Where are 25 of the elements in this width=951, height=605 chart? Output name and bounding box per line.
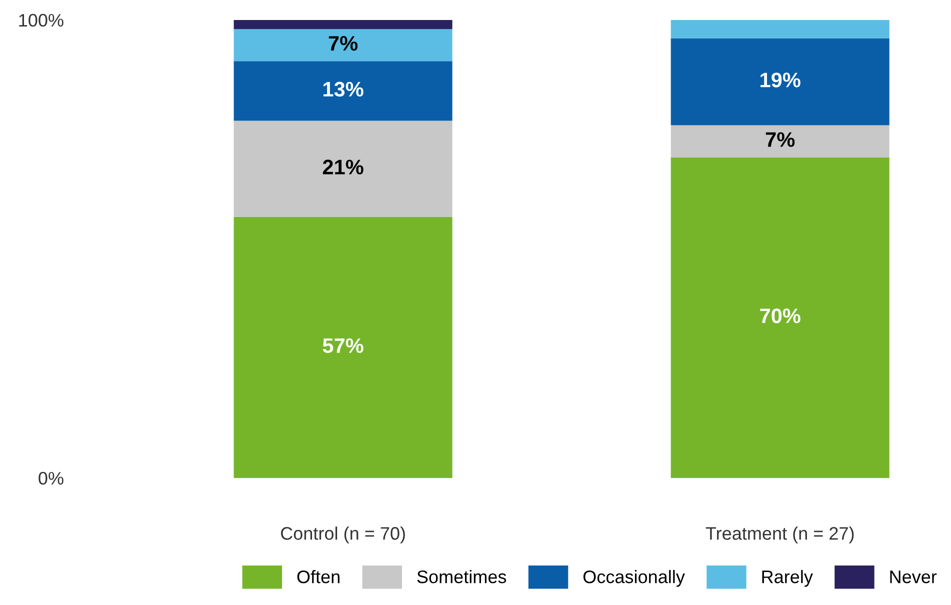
bar [670,157,890,478]
legend-label: Often [297,570,340,584]
bar [670,20,890,38]
data-label: 19% [760,72,800,88]
data-label: 70% [760,308,800,324]
y-tick-label: 0% [38,472,64,485]
bar [234,20,452,30]
bar [234,216,452,478]
bar [234,61,452,121]
legend-label: Rarely [762,570,813,587]
data-label: 7% [766,132,795,147]
x-tick-label: Treatment (n = 27) [706,526,854,544]
bar [234,120,452,217]
bar [670,125,890,158]
data-label: 21% [322,160,364,174]
data-label: 57% [322,338,364,354]
legend-label: Sometimes [417,570,506,584]
bar [234,29,452,62]
x-tick-label: Control (n = 70) [280,526,405,544]
data-label: 13% [324,82,364,97]
bar [670,38,890,126]
y-tick-label: 100% [19,14,64,27]
legend-label: Occasionally [583,570,685,587]
legend-label: Never [890,570,937,584]
data-label: 7% [328,36,358,51]
